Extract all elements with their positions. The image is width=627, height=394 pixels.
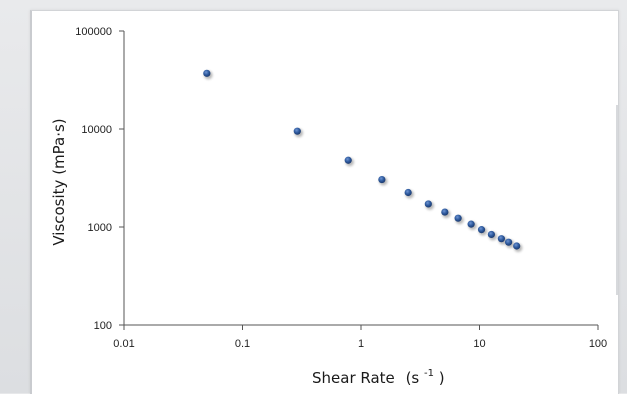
data-point <box>504 238 515 249</box>
y-tick-label: 100 <box>94 320 112 332</box>
x-tick-label: 10 <box>473 338 485 350</box>
data-point <box>497 235 508 245</box>
data-point <box>454 214 464 225</box>
chart-panel <box>30 10 619 394</box>
data-point <box>378 175 388 186</box>
data-point <box>293 127 303 138</box>
data-point <box>513 242 523 252</box>
data-point-marker <box>203 69 211 77</box>
data-point-marker <box>404 188 412 197</box>
y-ticks: 100 1000 10000 100000 <box>75 26 124 332</box>
data-point-marker <box>467 220 475 228</box>
data-point <box>344 156 354 167</box>
y-tick-label: 100000 <box>75 26 112 38</box>
data-point-marker <box>487 230 495 239</box>
x-axis-title-unit-base: (s <box>406 369 420 387</box>
data-points <box>203 69 523 252</box>
data-point <box>477 226 488 236</box>
data-point-marker <box>477 226 486 234</box>
x-axis-title-unit-close: ) <box>439 369 445 387</box>
data-point-marker <box>497 235 505 243</box>
panel-divider <box>616 105 618 295</box>
data-point <box>441 208 451 219</box>
data-point-marker <box>293 127 301 135</box>
data-point-marker <box>441 208 449 216</box>
data-point <box>487 230 498 241</box>
x-axis-title-unit-exp: -1 <box>424 368 434 379</box>
x-tick-label: 0.1 <box>235 338 250 350</box>
x-axis-title-main: Shear Rate <box>312 369 395 387</box>
data-point-marker <box>424 200 432 208</box>
data-point-marker <box>504 238 513 246</box>
x-tick-label: 1 <box>358 338 364 350</box>
axes <box>123 31 598 326</box>
data-point-marker <box>344 156 352 164</box>
x-tick-label: 100 <box>589 338 607 350</box>
y-axis-title: Viscosity (mPa·s) <box>50 118 68 245</box>
x-ticks: 0.01 0.1 1 10 100 <box>113 325 607 350</box>
data-point-marker <box>454 214 462 222</box>
data-point <box>424 200 435 210</box>
data-point-marker <box>513 242 521 250</box>
y-tick-label: 10000 <box>81 124 112 136</box>
y-tick-label: 1000 <box>88 222 112 234</box>
x-tick-label: 0.01 <box>113 338 134 350</box>
data-point <box>467 220 477 231</box>
data-point-marker <box>378 175 386 184</box>
data-point <box>404 188 414 199</box>
data-point <box>203 69 213 80</box>
x-axis-title: Shear Rate (s -1 ) <box>312 362 445 387</box>
